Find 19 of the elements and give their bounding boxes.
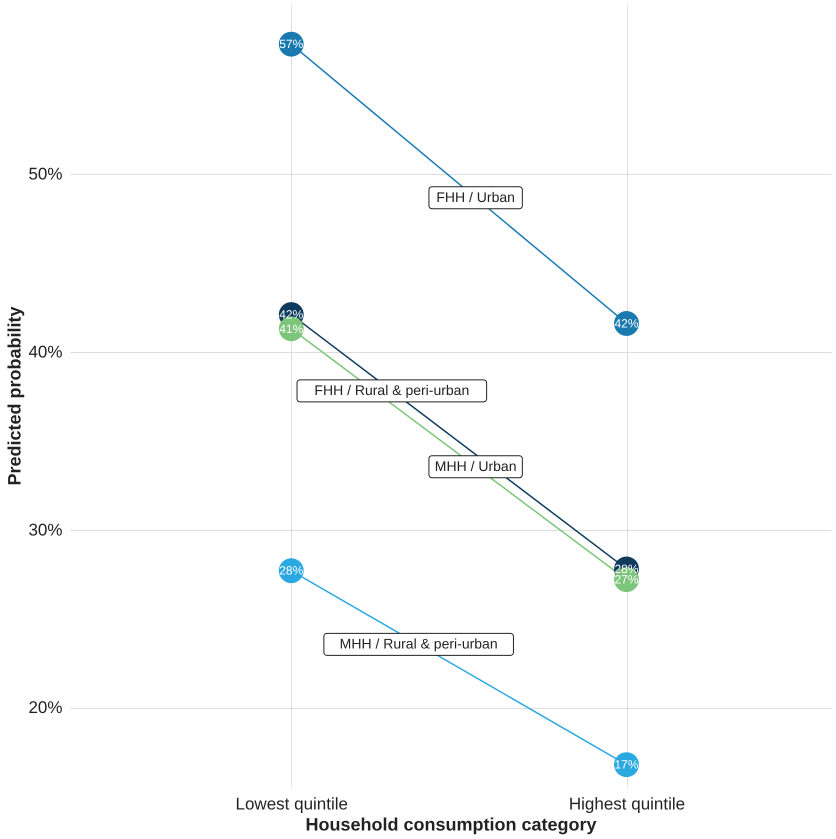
y-tick-label: 50% <box>28 164 62 184</box>
y-axis-title: Predicted probability <box>4 306 24 486</box>
data-label: 42% <box>279 308 304 322</box>
x-tick-label: Highest quintile <box>568 794 686 814</box>
data-label: 28% <box>279 564 304 578</box>
series-label: MHH / Rural & peri-urban <box>340 635 498 652</box>
series-label: MHH / Urban <box>434 458 516 474</box>
series-label: FHH / Rural & peri-urban <box>314 382 470 398</box>
series-label: FHH / Urban <box>436 188 515 205</box>
data-label: 41% <box>279 322 304 336</box>
data-label: 27% <box>614 572 639 587</box>
y-tick-label: 30% <box>28 520 62 540</box>
y-tick-label: 40% <box>28 342 62 362</box>
x-tick-label: Lowest quintile <box>236 794 348 814</box>
y-tick-label: 20% <box>28 698 62 718</box>
x-axis-title: Household consumption category <box>305 814 597 834</box>
data-label: 57% <box>279 37 304 52</box>
data-label: 42% <box>614 316 639 330</box>
data-label: 17% <box>614 758 639 772</box>
